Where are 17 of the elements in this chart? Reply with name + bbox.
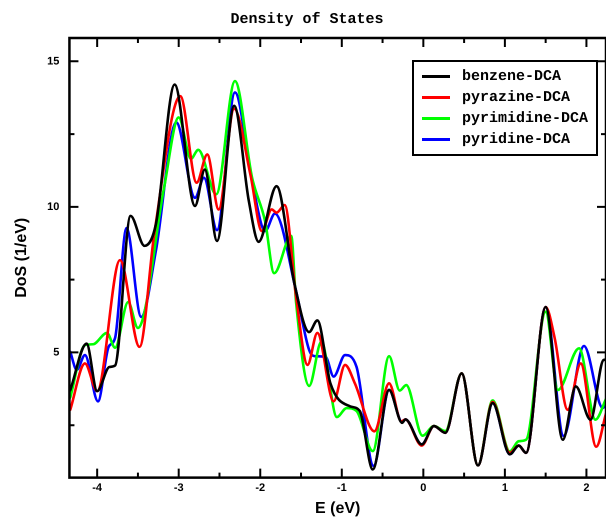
- x-tick-label: 0: [420, 482, 426, 494]
- y-tick-label: 15: [47, 55, 60, 68]
- x-tick-label: -4: [92, 482, 103, 494]
- x-tick-label: -2: [255, 482, 266, 494]
- x-tick-label: 2: [583, 482, 590, 494]
- legend-label: pyrimidine-DCA: [462, 110, 588, 127]
- y-tick-label: 5: [53, 346, 60, 358]
- legend-label: pyrazine-DCA: [462, 89, 570, 106]
- x-tick-label: -1: [336, 482, 347, 494]
- legend-label: pyridine-DCA: [462, 131, 570, 148]
- x-axis-title: E (eV): [315, 500, 360, 517]
- legend-label: benzene-DCA: [462, 68, 562, 85]
- x-tick-label: 1: [502, 482, 508, 494]
- chart-title: Density of States: [230, 10, 384, 28]
- y-axis-title: DoS (1/eV): [13, 218, 30, 298]
- y-tick-label: 10: [47, 200, 60, 213]
- x-tick-label: -3: [174, 482, 184, 494]
